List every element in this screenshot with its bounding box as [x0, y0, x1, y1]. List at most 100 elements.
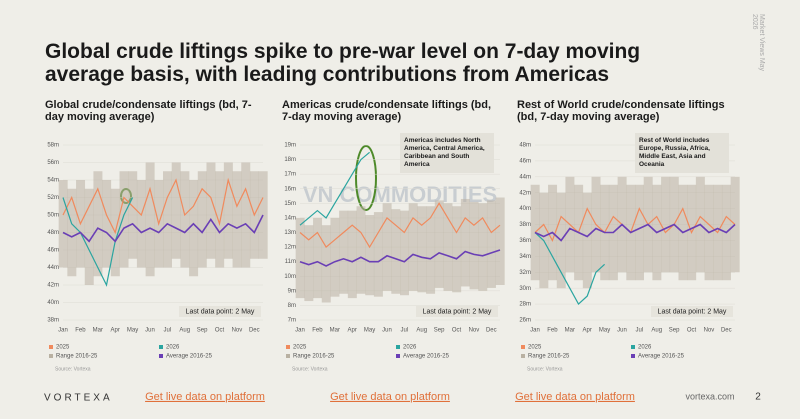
- chart-title: Global crude/condensate liftings (bd, 7-…: [45, 99, 252, 123]
- x-tick-label: Mar: [93, 328, 103, 334]
- y-tick-label: 42m: [519, 190, 531, 196]
- series-line: [534, 223, 736, 242]
- note-box: [179, 306, 261, 317]
- note-box: [416, 306, 498, 317]
- y-tick-label: 13m: [284, 230, 296, 236]
- x-tick-label: Aug: [179, 328, 190, 334]
- y-tick-label: 30m: [519, 286, 531, 292]
- legend-label: 2025: [56, 345, 70, 351]
- note-box: [651, 306, 733, 317]
- x-tick-label: Dec: [249, 328, 260, 334]
- slide-title: Global crude liftings spike to pre-war l…: [45, 40, 641, 86]
- range-band: [304, 225, 314, 302]
- link[interactable]: Get live data on platform: [145, 391, 265, 403]
- x-tick-label: Oct: [452, 328, 462, 334]
- range-band: [232, 171, 242, 268]
- range-band: [84, 188, 94, 285]
- range-band: [295, 217, 305, 299]
- range-band: [215, 171, 225, 268]
- x-tick-label: Nov: [469, 328, 480, 334]
- range-band: [400, 210, 409, 296]
- legend-label: Range 2016-25: [293, 354, 335, 360]
- legend-label: Range 2016-25: [56, 354, 98, 360]
- range-band: [356, 206, 366, 294]
- y-tick-label: 38m: [47, 318, 59, 324]
- legend-label: 2026: [166, 345, 180, 351]
- x-tick-label: Jan: [295, 328, 305, 334]
- x-tick-label: Apr: [111, 328, 120, 334]
- y-tick-label: 36m: [519, 238, 531, 244]
- series-line: [62, 197, 134, 287]
- y-tick-label: 40m: [47, 300, 59, 306]
- x-tick-label: Sep: [434, 328, 445, 334]
- source: Source: Vortexa: [55, 366, 91, 372]
- legend-label: 2026: [638, 345, 652, 351]
- legend-swatch: [286, 345, 290, 349]
- range-band: [58, 180, 68, 268]
- range-band: [163, 171, 172, 268]
- x-tick-label: Mar: [565, 328, 575, 334]
- x-tick-label: Oct: [687, 328, 697, 334]
- legend-swatch: [49, 345, 53, 349]
- y-tick-label: 15m: [284, 201, 296, 207]
- x-tick-label: Mar: [330, 328, 340, 334]
- x-tick-label: Jul: [401, 328, 409, 334]
- annotation-box: [400, 133, 494, 173]
- range-band: [241, 162, 251, 268]
- range-band: [189, 180, 199, 277]
- legend-swatch: [286, 354, 290, 358]
- range-band: [469, 201, 479, 290]
- x-tick-label: Sep: [197, 328, 208, 334]
- range-band: [136, 180, 146, 268]
- link[interactable]: Get live data on platform: [330, 391, 450, 403]
- legend-swatch: [396, 354, 400, 358]
- series-line: [62, 177, 264, 235]
- y-tick-label: 50m: [47, 213, 59, 219]
- range-band: [478, 203, 488, 291]
- range-band: [145, 162, 155, 277]
- range-band: [180, 171, 190, 268]
- y-tick-label: 10m: [284, 274, 296, 280]
- link[interactable]: Get live data on platform: [515, 391, 635, 403]
- source: Source: Vortexa: [292, 366, 328, 372]
- range-band: [128, 171, 138, 259]
- legend-swatch: [159, 354, 163, 358]
- x-tick-label: Feb: [75, 328, 86, 334]
- series-line: [534, 232, 606, 306]
- range-band: [321, 225, 331, 303]
- y-tick-label: 48m: [47, 230, 59, 236]
- y-tick-label: 46m: [519, 158, 531, 164]
- annotation: Rest of World includes Europe, Russia, A…: [639, 137, 710, 168]
- y-tick-label: 7m: [288, 318, 296, 324]
- y-tick-label: 16m: [284, 186, 296, 192]
- x-tick-label: Aug: [416, 328, 427, 334]
- y-tick-label: 48m: [519, 143, 531, 149]
- legend-swatch: [631, 345, 635, 349]
- range-band: [339, 210, 349, 294]
- annotation: Americas includes North America, Central…: [404, 137, 485, 168]
- y-tick-label: 34m: [519, 254, 531, 260]
- y-tick-label: 19m: [284, 143, 296, 149]
- y-tick-label: 14m: [284, 215, 296, 221]
- legend-swatch: [521, 345, 525, 349]
- x-tick-label: May: [599, 328, 610, 334]
- y-tick-label: 28m: [519, 302, 531, 308]
- series-line: [299, 249, 501, 267]
- range-band: [486, 200, 496, 288]
- range-band: [730, 176, 740, 273]
- series-line: [534, 207, 736, 242]
- data-note: Last data point: 2 May: [423, 308, 492, 315]
- range-band: [582, 192, 592, 289]
- page-number: 2: [755, 392, 761, 403]
- range-band: [102, 180, 112, 268]
- range-band: [460, 198, 470, 287]
- range-band: [408, 203, 418, 291]
- series-line: [299, 202, 501, 249]
- x-tick-label: Jun: [382, 328, 392, 334]
- y-tick-label: 11m: [285, 259, 296, 265]
- y-tick-label: 8m: [288, 303, 296, 309]
- y-tick-label: 42m: [47, 283, 59, 289]
- legend-swatch: [159, 345, 163, 349]
- range-band: [426, 206, 436, 294]
